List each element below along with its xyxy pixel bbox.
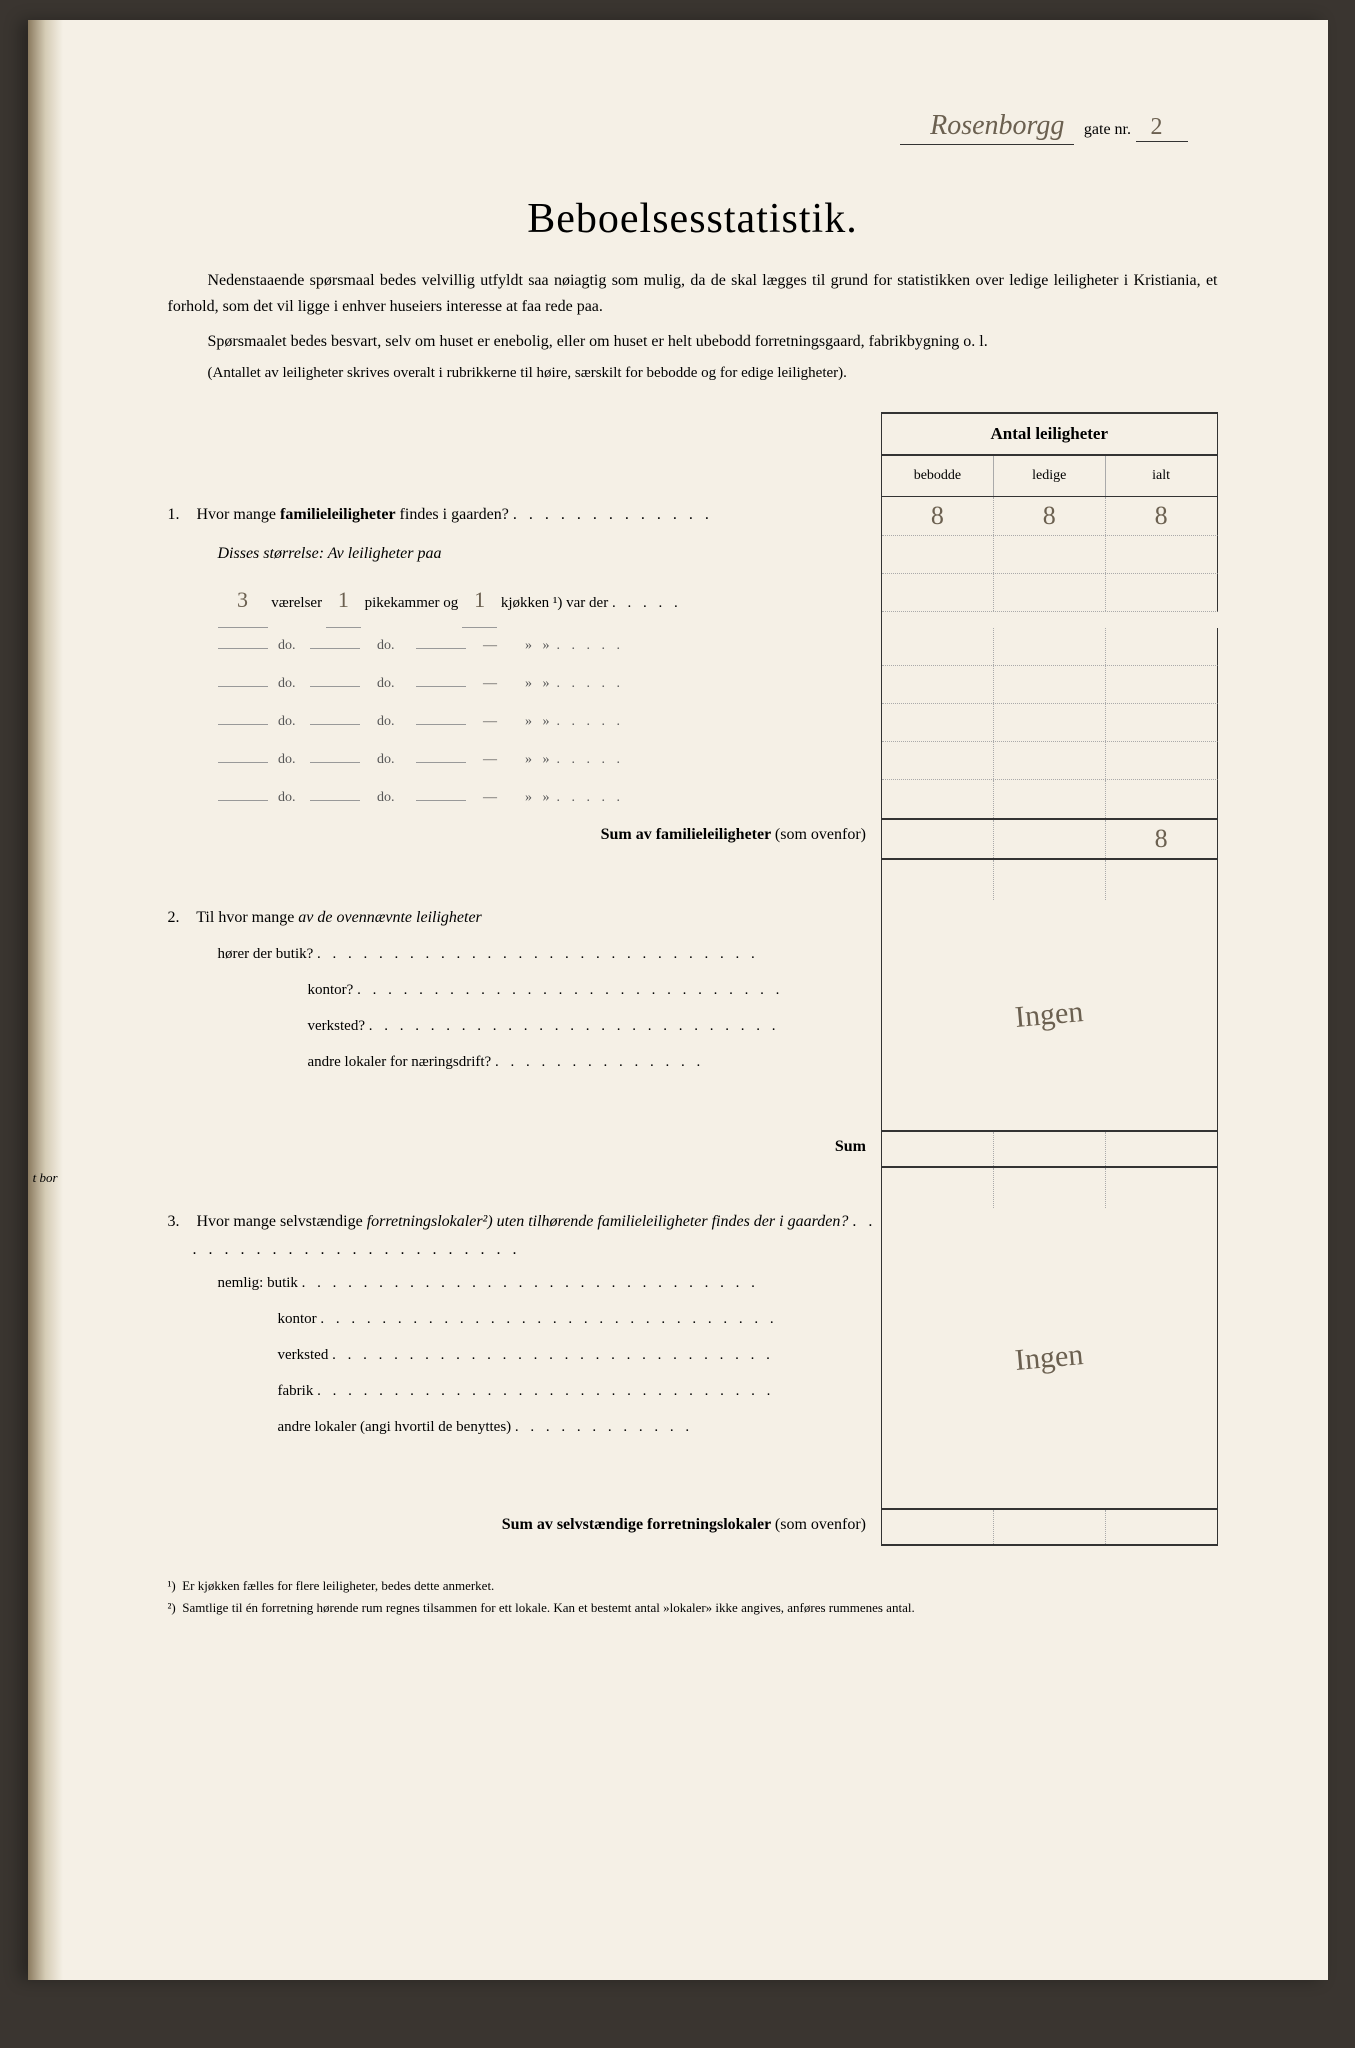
q2-line2: kontor? . . . . . . . . . . . . . . . . … — [168, 972, 882, 1008]
table-header-main: Antal leiligheter — [882, 412, 1218, 456]
q1-sum-ialt: 8 — [1105, 820, 1217, 858]
q2-answer-cell: Ingen — [882, 900, 1218, 1130]
q2-line3: verksted? . . . . . . . . . . . . . . . … — [168, 1008, 882, 1044]
do-line-3: do. do. — » » . . . . . — [168, 704, 882, 739]
footnote-2: ²) Samtlige til én forretning hørende ru… — [168, 1598, 1218, 1618]
col-ledige: ledige — [993, 456, 1105, 496]
question-2: 2. Til hvor mange av de ovennævnte leili… — [168, 900, 882, 937]
q3-sum-line: Sum av selvstændige forretningslokaler (… — [168, 1508, 882, 1534]
header-line: Rosenborgg gate nr. 2 — [168, 110, 1218, 145]
page-title: Beboelsesstatistik. — [168, 195, 1218, 243]
do-line-2: do. do. — » » . . . . . — [168, 666, 882, 701]
margin-text: t bor — [18, 1170, 58, 1186]
col-ialt: ialt — [1105, 456, 1217, 496]
q1-number: 1. — [168, 497, 193, 534]
table-subheader-row: bebodde ledige ialt — [882, 456, 1218, 497]
spacer — [882, 860, 1218, 900]
q2-number: 2. — [168, 900, 193, 937]
spacer — [882, 1168, 1218, 1208]
q1-room-line: 3 værelser 1 pikekammer og 1 kjøkken ¹) … — [168, 574, 882, 628]
q1-text: Hvor mange familieleiligheter findes i g… — [197, 506, 713, 523]
q3-answer-cell: Ingen — [882, 1208, 1218, 1508]
main-table: Antal leiligheter bebodde ledige ialt 1.… — [168, 412, 1218, 1546]
col-bebodde: bebodde — [882, 456, 993, 496]
q1-sum-line: Sum av familieleiligheter (som ovenfor) — [168, 818, 882, 844]
do-line-5: do. do. — » » . . . . . — [168, 780, 882, 815]
q2-line1: hører der butik? . . . . . . . . . . . .… — [168, 936, 882, 972]
question-3: 3. Hvor mange selvstændige forretningslo… — [168, 1208, 882, 1266]
street-name-field: Rosenborgg — [900, 110, 1074, 145]
q3-line3: verksted . . . . . . . . . . . . . . . .… — [168, 1337, 882, 1373]
empty-row — [882, 574, 1218, 612]
q3-line4: fabrik . . . . . . . . . . . . . . . . .… — [168, 1373, 882, 1409]
q1-disses: Disses størrelse: Av leiligheter paa — [168, 536, 882, 573]
q3-answer: Ingen — [1014, 1338, 1085, 1378]
q3-nemlig: nemlig: butik . . . . . . . . . . . . . … — [168, 1265, 882, 1301]
q1-data-row: 8 8 8 — [882, 497, 1218, 536]
kjokken-count: 1 — [462, 574, 497, 628]
q1-sum-row: 8 — [882, 818, 1218, 860]
footnote-1: ¹) Er kjøkken fælles for flere leilighet… — [168, 1576, 1218, 1596]
intro-paragraph-2: Spørsmaalet bedes besvart, selv om huset… — [168, 329, 1218, 355]
vaerelser-count: 3 — [218, 574, 268, 628]
q3-sum-row — [882, 1508, 1218, 1546]
q3-number: 3. — [168, 1208, 193, 1237]
intro-note: (Antallet av leiligheter skrives overalt… — [168, 365, 1218, 382]
empty-row — [882, 536, 1218, 574]
q2-line4: andre lokaler for næringsdrift? . . . . … — [168, 1044, 882, 1080]
q3-text: Hvor mange selvstændige forretningslokal… — [193, 1213, 877, 1259]
do-line-4: do. do. — » » . . . . . — [168, 742, 882, 777]
q2-sum-line: Sum — [168, 1130, 882, 1156]
footnotes: ¹) Er kjøkken fælles for flere leilighet… — [168, 1576, 1218, 1618]
pike-count: 1 — [326, 574, 361, 628]
q1-bebodde: 8 — [882, 497, 993, 535]
question-1: 1. Hvor mange familieleiligheter findes … — [168, 497, 882, 534]
q1-ialt: 8 — [1105, 497, 1217, 535]
document-page: t bor Rosenborgg gate nr. 2 Beboelsessta… — [28, 20, 1328, 1980]
q3-line2: kontor . . . . . . . . . . . . . . . . .… — [168, 1301, 882, 1337]
binding-edge — [28, 20, 63, 1980]
q2-answer: Ingen — [1014, 995, 1085, 1035]
do-line-1: do. do. — » » . . . . . — [168, 628, 882, 663]
q2-text: Til hvor mange av de ovennævnte leilighe… — [196, 909, 482, 926]
gate-number-field: 2 — [1136, 114, 1188, 142]
q2-sum-row — [882, 1130, 1218, 1168]
q3-line5: andre lokaler (angi hvortil de benyttes)… — [168, 1409, 882, 1445]
intro-paragraph-1: Nedenstaaende spørsmaal bedes velvillig … — [168, 268, 1218, 319]
gate-label: gate nr. — [1084, 121, 1131, 139]
q1-ledige: 8 — [993, 497, 1105, 535]
